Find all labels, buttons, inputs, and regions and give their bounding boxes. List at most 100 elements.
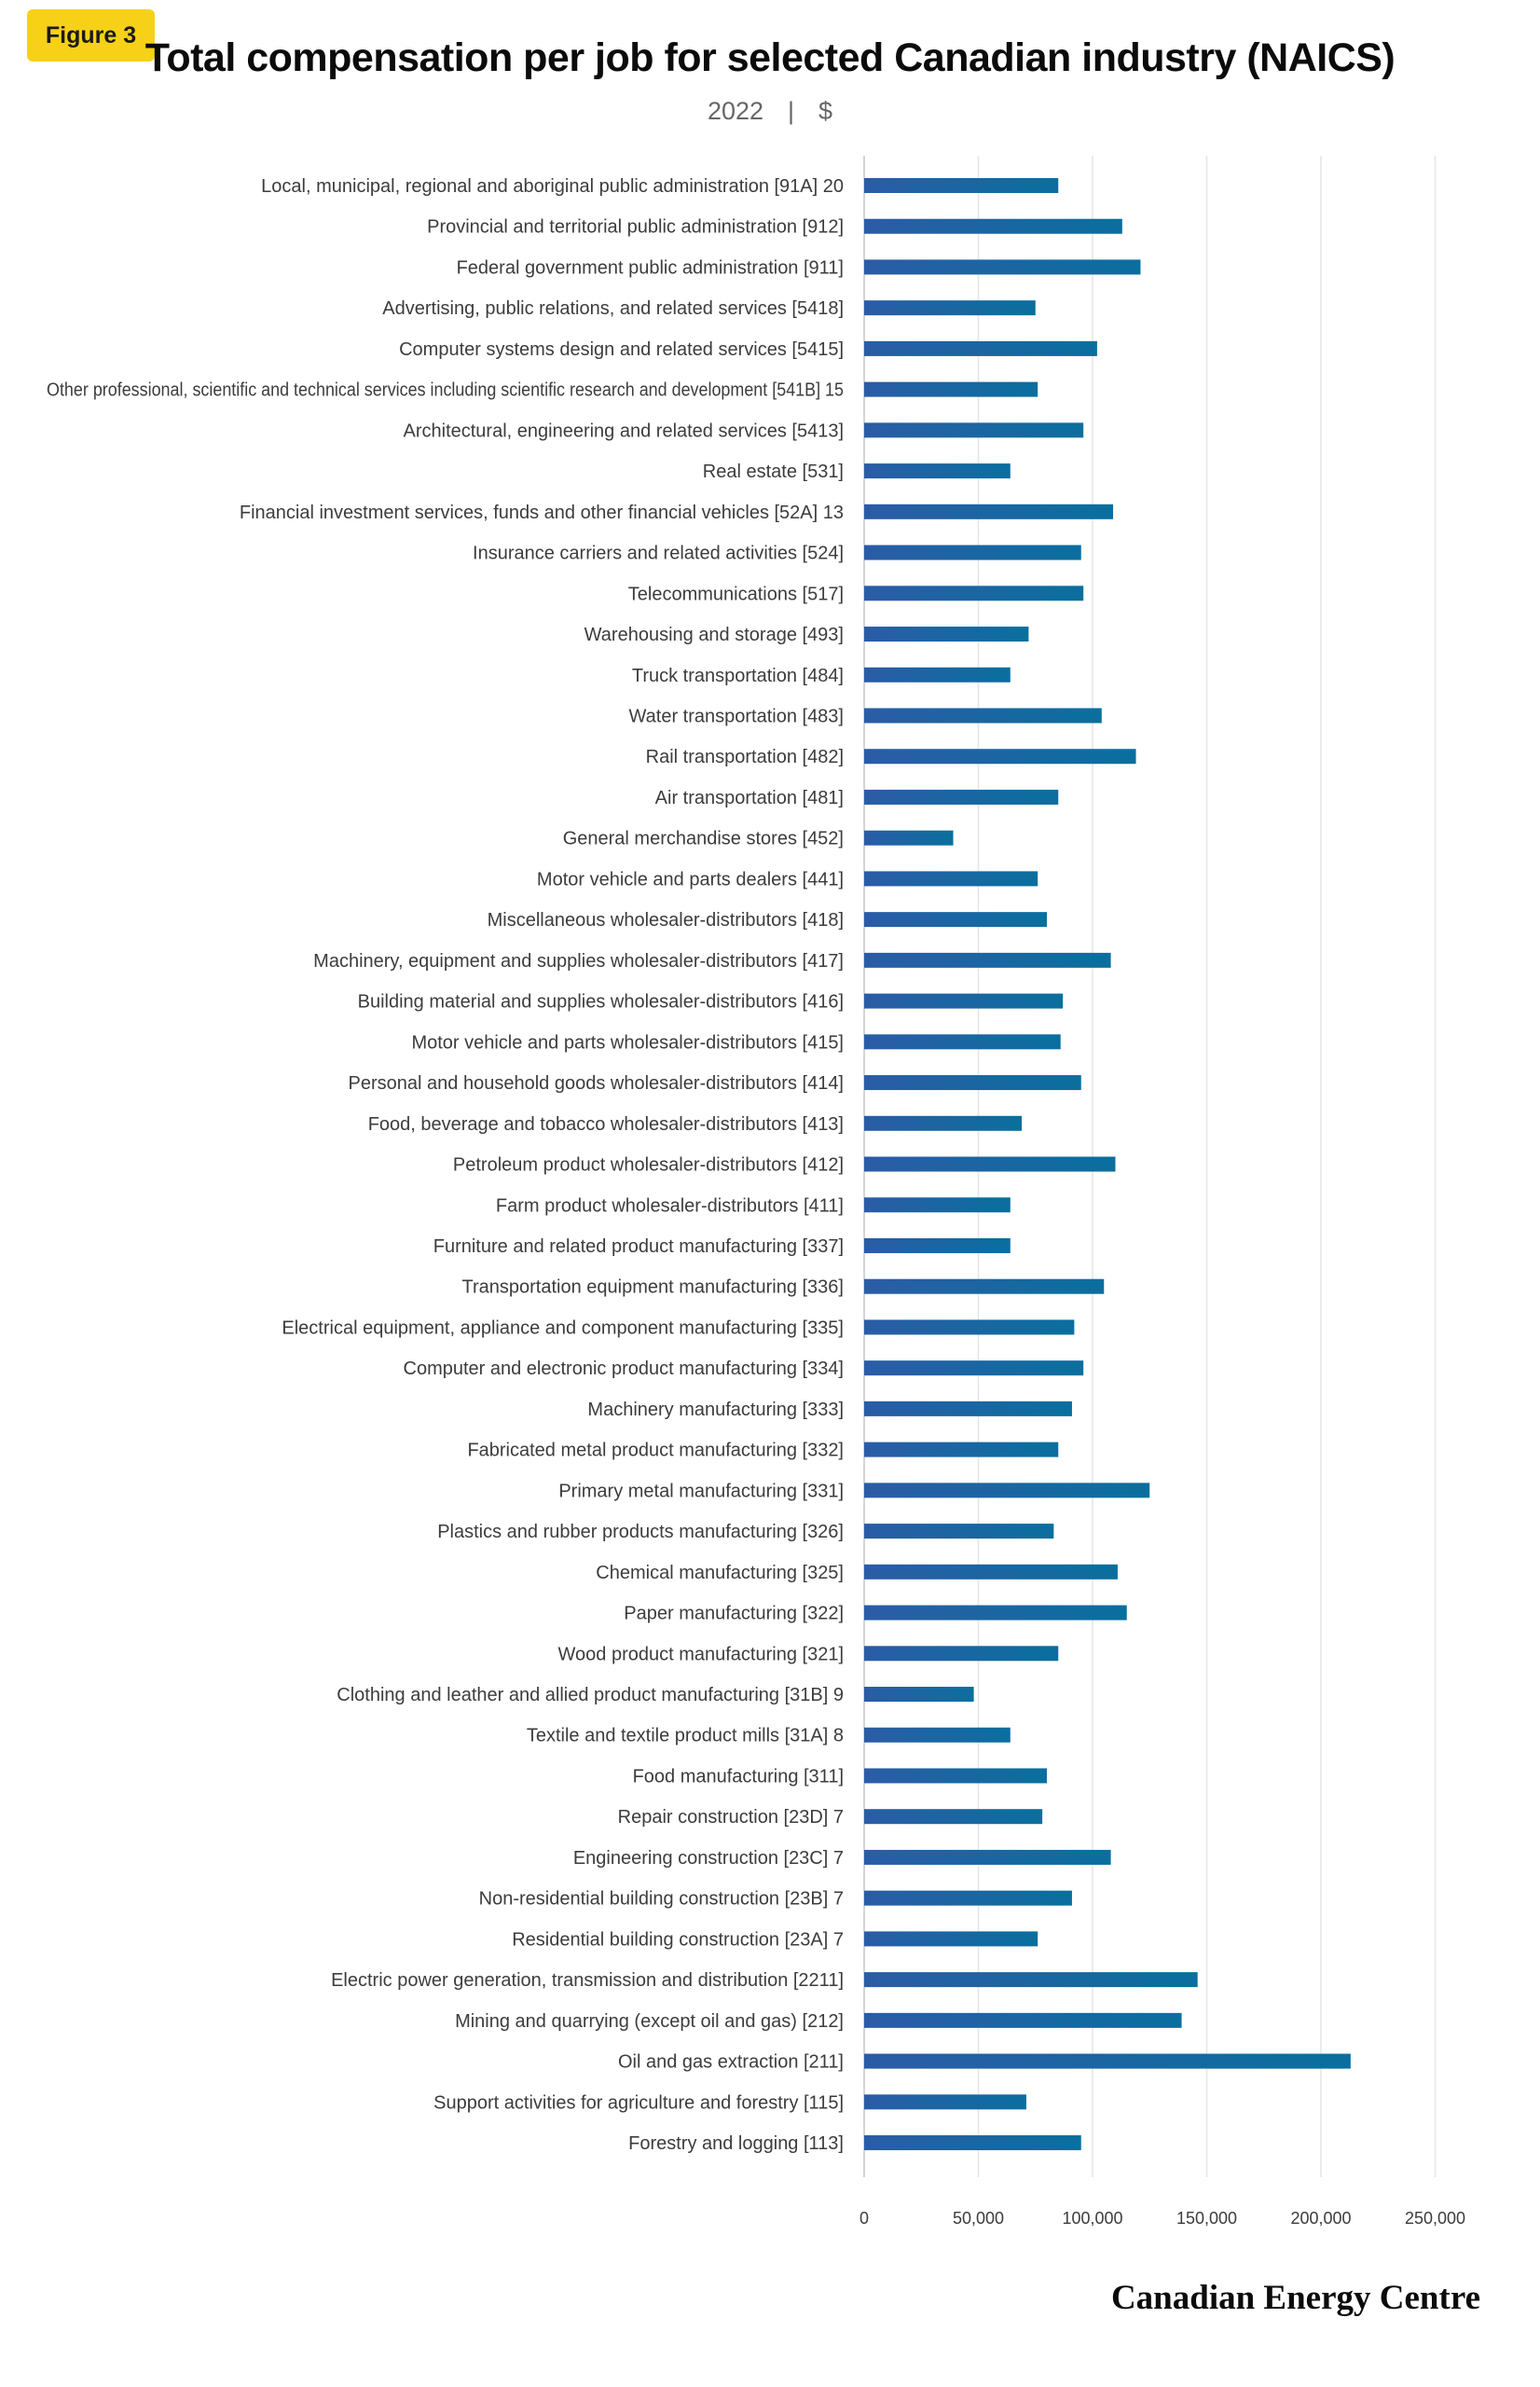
category-label: Plastics and rubber products manufacturi… <box>437 1522 844 1542</box>
bar <box>864 422 1084 438</box>
x-tick-label: 50,000 <box>953 2209 1004 2228</box>
bar <box>864 993 1064 1009</box>
category-label: Motor vehicle and parts dealers [441] <box>537 869 844 890</box>
category-labels: Local, municipal, regional and aborigina… <box>47 176 844 2154</box>
bar <box>864 952 1111 968</box>
bar <box>864 381 1038 397</box>
category-label: Advertising, public relations, and relat… <box>382 298 844 319</box>
bar <box>864 586 1084 601</box>
bar <box>864 1115 1023 1131</box>
category-label: Federal government public administration… <box>457 257 844 278</box>
category-label: Mining and quarrying (except oil and gas… <box>455 2011 844 2032</box>
bar <box>864 1156 1116 1172</box>
category-label: Computer and electronic product manufact… <box>404 1359 845 1379</box>
category-label: Rail transportation [482] <box>646 747 844 767</box>
category-label: Transportation equipment manufacturing [… <box>461 1277 844 1298</box>
category-label: Chemical manufacturing [325] <box>596 1563 844 1583</box>
bar <box>864 2135 1081 2151</box>
brand-logo: Canadian Energy Centre <box>1110 2279 1480 2317</box>
category-label: Oil and gas extraction [211] <box>618 2052 844 2073</box>
x-tick-label: 150,000 <box>1176 2209 1237 2228</box>
x-tick-label: 0 <box>859 2209 869 2228</box>
category-label: Residential building construction [23A] … <box>512 1929 844 1950</box>
bar <box>864 1483 1150 1498</box>
bar <box>864 2012 1182 2028</box>
bar <box>864 1849 1111 1865</box>
category-label: Repair construction [23D] 7 <box>618 1807 844 1828</box>
bar <box>864 1890 1072 1906</box>
category-label: Water transportation [483] <box>629 706 845 726</box>
bar <box>864 1687 974 1703</box>
category-label: Textile and textile product mills [31A] … <box>527 1726 844 1746</box>
bar <box>864 708 1102 724</box>
category-label: Forestry and logging [113] <box>628 2133 844 2154</box>
category-label: Miscellaneous wholesaler-distributors [4… <box>488 910 844 931</box>
category-label: Truck transportation [484] <box>632 666 844 686</box>
chart-subtitle: 2022 | $ <box>0 97 1540 126</box>
bars <box>864 178 1351 2151</box>
bar <box>864 1524 1054 1539</box>
bar <box>864 1075 1081 1091</box>
bar <box>864 545 1081 560</box>
bar <box>864 871 1038 887</box>
category-label: Other professional, scientific and techn… <box>47 380 844 401</box>
bar <box>864 627 1029 642</box>
category-label: Machinery manufacturing [333] <box>587 1400 844 1420</box>
bar <box>864 1646 1059 1662</box>
category-label: Computer systems design and related serv… <box>399 339 844 360</box>
bar <box>864 300 1036 316</box>
subtitle-separator: | <box>788 97 795 125</box>
bar <box>864 2094 1026 2110</box>
category-label: Furniture and related product manufactur… <box>433 1236 844 1257</box>
bar <box>864 1564 1118 1580</box>
category-label: Engineering construction [23C] 7 <box>573 1848 844 1869</box>
bar <box>864 1809 1043 1825</box>
bar <box>864 504 1114 519</box>
subtitle-unit: $ <box>818 97 833 125</box>
category-label: Personal and household goods wholesaler-… <box>349 1073 844 1094</box>
category-label: Wood product manufacturing [321] <box>558 1644 844 1664</box>
bar <box>864 463 1011 479</box>
category-label: Petroleum product wholesaler-distributor… <box>453 1155 844 1176</box>
category-label: Farm product wholesaler-distributors [41… <box>496 1195 844 1216</box>
bar <box>864 1442 1059 1457</box>
category-label: Food manufacturing [311] <box>633 1766 844 1787</box>
category-label: Clothing and leather and allied product … <box>337 1685 844 1705</box>
category-label: Building material and supplies wholesale… <box>358 992 844 1013</box>
bar <box>864 218 1122 234</box>
category-label: Non-residential building construction [2… <box>479 1889 844 1910</box>
category-label: Machinery, equipment and supplies wholes… <box>313 951 844 972</box>
bar <box>864 1278 1105 1294</box>
category-label: Paper manufacturing [322] <box>624 1604 844 1624</box>
x-tick-label: 250,000 <box>1405 2209 1465 2228</box>
category-label: Financial investment services, funds and… <box>240 503 844 523</box>
bar <box>864 1319 1075 1335</box>
category-label: General merchandise stores [452] <box>563 829 844 849</box>
x-tick-labels: 0 50,000 100,000 150,000 200,000 250,000 <box>859 2209 1465 2228</box>
bar <box>864 1400 1072 1416</box>
bar <box>864 1034 1061 1050</box>
category-label: Air transportation [481] <box>655 788 844 808</box>
figure-badge: Figure 3 <box>27 9 155 62</box>
category-label: Insurance carriers and related activitie… <box>473 544 844 564</box>
bar <box>864 1768 1047 1784</box>
category-label: Electric power generation, transmission … <box>331 1970 844 1991</box>
category-label: Telecommunications [517] <box>628 584 844 604</box>
x-tick-label: 200,000 <box>1290 2209 1351 2228</box>
category-label: Local, municipal, regional and aborigina… <box>261 176 844 197</box>
bar <box>864 2053 1351 2069</box>
category-label: Provincial and territorial public admini… <box>427 217 844 238</box>
bar <box>864 1727 1011 1743</box>
bar <box>864 178 1059 193</box>
bar <box>864 1931 1038 1947</box>
subtitle-year: 2022 <box>707 97 764 125</box>
category-label: Support activities for agriculture and f… <box>433 2092 844 2113</box>
bar <box>864 259 1141 275</box>
category-label: Fabricated metal product manufacturing [… <box>467 1441 844 1461</box>
category-label: Real estate [531] <box>703 462 844 482</box>
category-label: Electrical equipment, appliance and comp… <box>282 1318 844 1338</box>
chart-title: Total compensation per job for selected … <box>144 35 1396 80</box>
category-label: Primary metal manufacturing [331] <box>558 1481 844 1501</box>
bar <box>864 749 1136 765</box>
